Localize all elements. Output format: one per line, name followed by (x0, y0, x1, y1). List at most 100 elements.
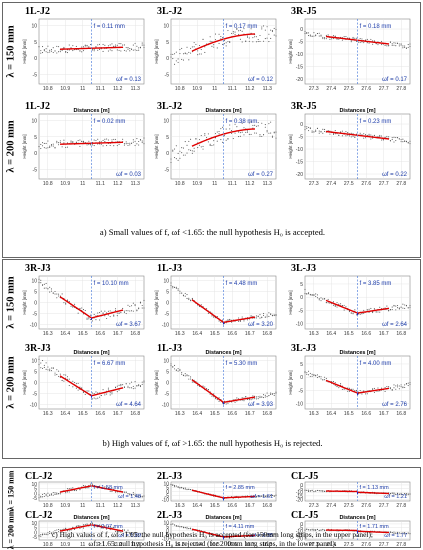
omega-value-label: ωf = 0.12 (248, 77, 274, 83)
data-point (138, 307, 140, 309)
panel-title: 3R-J5 (291, 101, 317, 112)
data-point (313, 35, 315, 37)
data-point (86, 317, 88, 319)
data-point (74, 303, 76, 305)
data-point (252, 398, 254, 400)
data-point (393, 305, 395, 307)
data-point (377, 311, 379, 313)
data-point (243, 320, 245, 322)
data-point (309, 35, 311, 37)
data-point (190, 149, 192, 151)
data-point (134, 387, 136, 389)
data-point (134, 140, 136, 142)
data-point (77, 382, 79, 384)
data-point (262, 40, 265, 42)
data-point (58, 46, 60, 48)
data-point (127, 493, 129, 495)
data-point (40, 362, 42, 364)
data-point (347, 390, 349, 392)
x-tick-label: 11 (212, 86, 217, 92)
omega-value-label: ωf = 2.35 (250, 533, 273, 539)
data-point (213, 44, 215, 46)
data-point (270, 494, 272, 496)
data-point (313, 294, 315, 296)
x-tick-label: 11.2 (113, 86, 123, 92)
x-axis-label: Distances [m] (73, 515, 109, 521)
y-tick-label: -10 (296, 402, 303, 408)
data-point (50, 532, 53, 534)
section-a: λ = 150 mm 1L-J2 10 5 0 -5 10.8 10.9 11 11.1 11.2 1… (2, 2, 421, 258)
y-tick-label: 5 (300, 362, 303, 368)
data-point (268, 495, 270, 497)
y-tick-label: -10 (162, 536, 169, 542)
data-point (58, 295, 60, 297)
data-point (82, 140, 85, 142)
data-point (372, 312, 374, 314)
data-point (391, 138, 393, 141)
data-point (181, 47, 183, 49)
data-point (309, 529, 311, 531)
data-point (304, 489, 306, 491)
data-point (315, 490, 317, 492)
data-point (257, 41, 259, 43)
data-point (409, 143, 411, 145)
data-point (188, 297, 190, 299)
data-point (308, 130, 310, 132)
data-point (271, 136, 273, 138)
data-point (58, 293, 60, 295)
data-point (273, 393, 275, 395)
data-point (100, 310, 102, 312)
data-point (262, 494, 265, 496)
data-point (100, 394, 102, 397)
data-point (241, 131, 243, 133)
chart-panel: 3R-J3 10 5 0 -5 -10 16.3 16.4 16.5 16.6 16.7 16.8 He… (22, 343, 147, 421)
data-point (82, 309, 85, 311)
data-point (102, 312, 104, 315)
data-point (375, 311, 377, 313)
data-point (336, 38, 338, 40)
y-tick-label: 5 (34, 526, 37, 532)
data-point (68, 491, 70, 493)
data-point (324, 490, 326, 492)
data-point (398, 532, 400, 534)
f-value-label: f = 6.67 mm (94, 361, 126, 367)
data-point (204, 133, 206, 135)
data-point (139, 47, 141, 49)
data-point (172, 285, 174, 288)
data-point (407, 532, 409, 534)
data-point (111, 491, 113, 493)
data-point (50, 48, 53, 51)
x-tick-label: 16.4 (192, 503, 202, 509)
data-point (70, 529, 72, 531)
x-tick-label: 16.3 (43, 331, 53, 337)
data-point (384, 136, 386, 138)
data-point (204, 386, 206, 388)
data-point (118, 384, 120, 386)
data-point (248, 40, 250, 42)
data-point (56, 529, 58, 531)
data-point (97, 397, 99, 399)
fit-line-right (91, 141, 124, 144)
x-tick-label: 16.4 (60, 411, 70, 417)
x-tick-label: 11.2 (113, 542, 123, 548)
data-point (229, 41, 231, 44)
data-point (320, 490, 322, 492)
data-point (107, 310, 109, 312)
data-point (202, 145, 204, 147)
x-tick-label: 16.7 (113, 411, 123, 417)
data-point (177, 61, 179, 63)
data-point (404, 140, 406, 142)
data-point (268, 132, 270, 134)
data-point (195, 138, 197, 140)
data-point (170, 365, 172, 367)
data-point (402, 47, 404, 49)
data-point (100, 527, 102, 529)
data-point (343, 309, 345, 311)
data-point (271, 393, 273, 395)
data-point (222, 319, 224, 321)
data-point (204, 46, 206, 48)
data-point (172, 149, 174, 151)
data-point (309, 490, 311, 492)
